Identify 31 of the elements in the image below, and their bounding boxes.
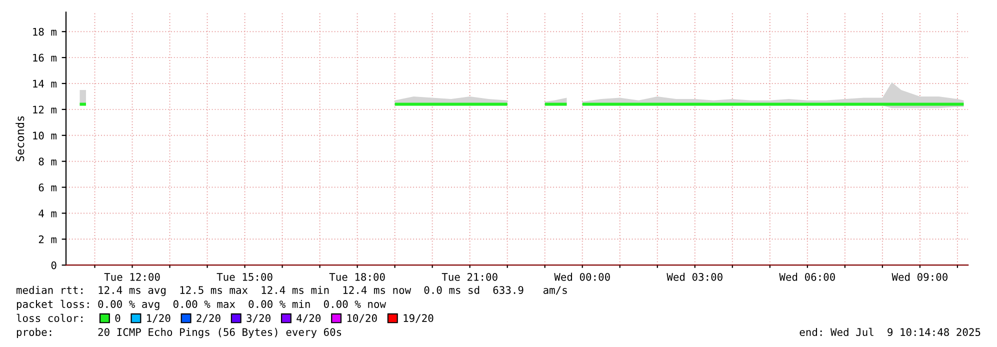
x-tick-label: Wed 06:00 xyxy=(779,272,835,281)
y-tick-label: 14 m xyxy=(33,80,56,88)
y-tick-label: 12 m xyxy=(33,106,56,114)
y-axis-title: Seconds xyxy=(16,116,24,162)
y-tick-label: 8 m xyxy=(38,158,56,166)
legend-label: 1/20 xyxy=(147,314,170,323)
x-tick-label: Tue 15:00 xyxy=(216,272,272,281)
legend-label: 19/20 xyxy=(404,314,434,323)
y-tick-label: 18 m xyxy=(33,28,56,36)
legend-label: 0 xyxy=(115,314,120,322)
text: loss color: xyxy=(16,314,82,322)
x-tick-label: Wed 00:00 xyxy=(554,272,610,281)
text: median rtt: 12.4 ms avg 12.5 ms max 12.4 ms min 12.4 ms now 0.0 ms sd 633.9 am/s xyxy=(16,286,567,296)
x-tick-label: Tue 12:00 xyxy=(104,272,160,281)
legend-label: 2/20 xyxy=(196,314,220,323)
y-tick-label: 0 xyxy=(51,261,56,270)
text: probe: 20 ICMP Echo Pings (56 Bytes) every 60s xyxy=(16,328,342,338)
x-tick-label: Tue 21:00 xyxy=(442,272,498,281)
x-tick-label: Wed 03:00 xyxy=(666,272,722,281)
x-tick-label: Wed 09:00 xyxy=(892,272,948,281)
y-tick-label: 6 m xyxy=(38,184,56,192)
x-tick-label: Tue 18:00 xyxy=(329,272,385,281)
text: end: Wed Jul 9 10:14:48 2025 xyxy=(800,328,980,336)
legend-label: 3/20 xyxy=(246,314,270,323)
legend-label: 4/20 xyxy=(296,314,321,323)
y-tick-label: 16 m xyxy=(33,54,56,62)
legend-label: 10/20 xyxy=(347,314,377,323)
y-tick-label: 2 m xyxy=(38,235,56,244)
y-tick-label: 10 m xyxy=(33,132,56,140)
text: packet loss: 0.00 % avg 0.00 % max 0.00 % min 0.00 % now xyxy=(16,300,386,310)
y-tick-label: 4 m xyxy=(38,210,56,218)
